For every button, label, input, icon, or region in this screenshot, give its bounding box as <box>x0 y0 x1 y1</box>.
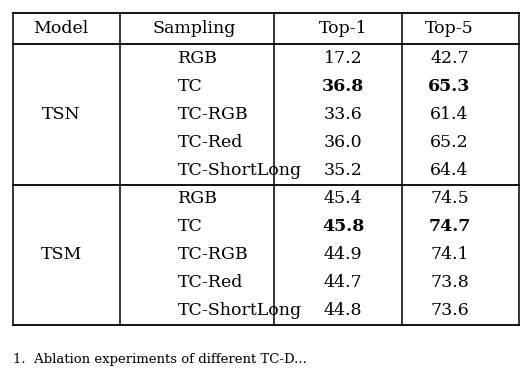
Text: TC-RGB: TC-RGB <box>178 246 249 263</box>
Text: 73.6: 73.6 <box>430 302 469 319</box>
Text: 42.7: 42.7 <box>430 50 469 67</box>
Text: RGB: RGB <box>178 190 218 207</box>
Text: 44.7: 44.7 <box>324 274 362 291</box>
Text: 65.3: 65.3 <box>428 78 471 95</box>
Text: Sampling: Sampling <box>153 21 236 37</box>
Text: TC-ShortLong: TC-ShortLong <box>178 162 302 179</box>
Text: 61.4: 61.4 <box>430 106 469 123</box>
Text: 74.1: 74.1 <box>430 246 469 263</box>
Text: TC-RGB: TC-RGB <box>178 106 249 123</box>
Text: 44.9: 44.9 <box>324 246 362 263</box>
Text: 45.4: 45.4 <box>324 190 362 207</box>
Text: RGB: RGB <box>178 50 218 67</box>
Text: 35.2: 35.2 <box>323 162 363 179</box>
Text: Top-5: Top-5 <box>425 21 474 37</box>
Text: TC-ShortLong: TC-ShortLong <box>178 302 302 319</box>
Text: TC: TC <box>178 218 203 235</box>
Text: 1.  Ablation experiments of different TC-D...: 1. Ablation experiments of different TC-… <box>13 353 307 366</box>
Text: TSM: TSM <box>40 246 82 263</box>
Text: 17.2: 17.2 <box>324 50 362 67</box>
Text: 73.8: 73.8 <box>430 274 469 291</box>
Text: TSN: TSN <box>42 106 80 123</box>
Text: Model: Model <box>34 21 89 37</box>
Text: 65.2: 65.2 <box>430 134 469 151</box>
Text: 36.8: 36.8 <box>322 78 364 95</box>
Text: 45.8: 45.8 <box>322 218 364 235</box>
Text: 33.6: 33.6 <box>324 106 362 123</box>
Text: 64.4: 64.4 <box>430 162 469 179</box>
Text: TC-Red: TC-Red <box>178 134 244 151</box>
Text: TC-Red: TC-Red <box>178 274 244 291</box>
Text: Top-1: Top-1 <box>319 21 368 37</box>
Text: 44.8: 44.8 <box>324 302 362 319</box>
Text: 36.0: 36.0 <box>324 134 362 151</box>
Text: TC: TC <box>178 78 203 95</box>
Text: 74.7: 74.7 <box>428 218 471 235</box>
Text: 74.5: 74.5 <box>430 190 469 207</box>
